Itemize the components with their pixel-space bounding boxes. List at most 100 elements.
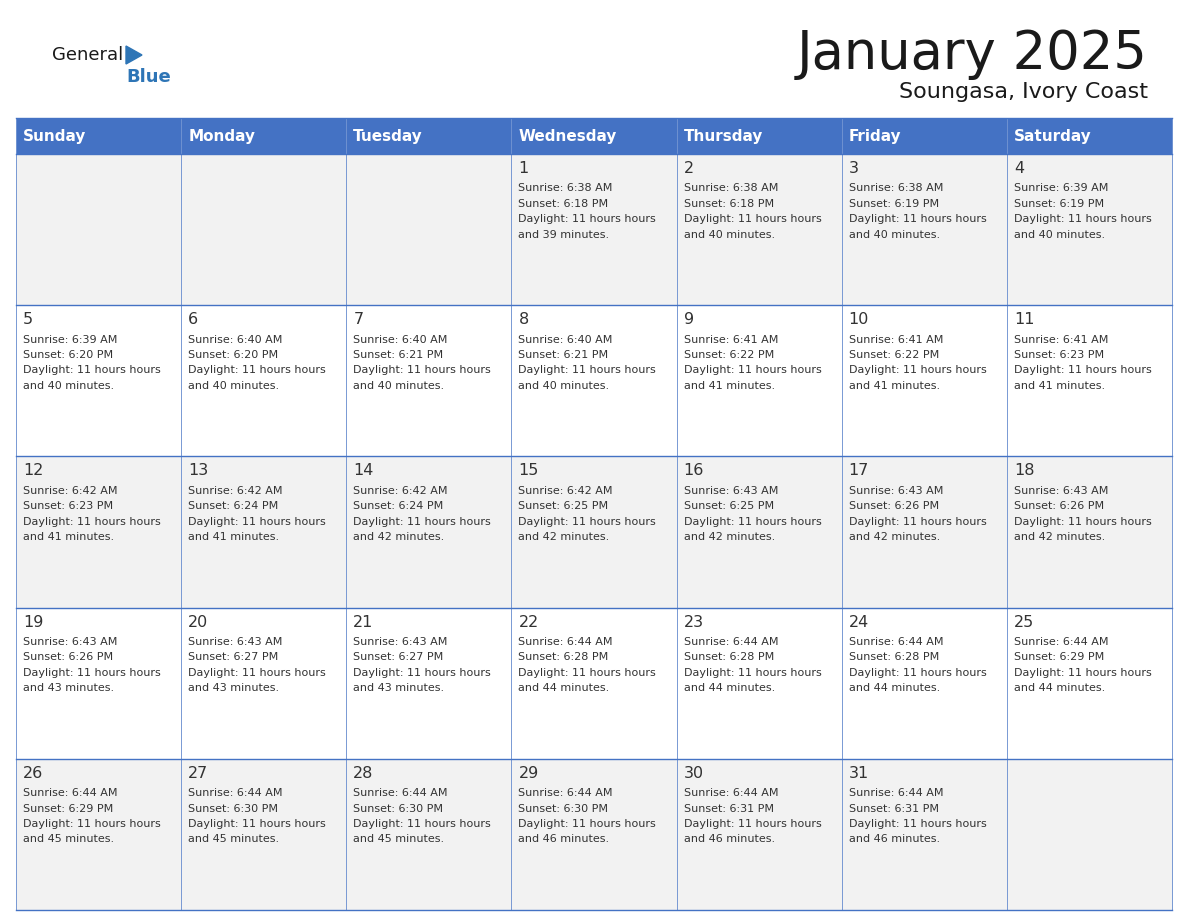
Text: 12: 12 xyxy=(23,464,44,478)
Text: Sunrise: 6:43 AM: Sunrise: 6:43 AM xyxy=(353,637,448,647)
Text: Sunrise: 6:39 AM: Sunrise: 6:39 AM xyxy=(23,334,118,344)
Text: and 41 minutes.: and 41 minutes. xyxy=(188,532,279,542)
Text: Sunset: 6:21 PM: Sunset: 6:21 PM xyxy=(353,350,443,360)
Text: and 45 minutes.: and 45 minutes. xyxy=(188,834,279,845)
Bar xyxy=(346,759,511,910)
Text: Sunset: 6:27 PM: Sunset: 6:27 PM xyxy=(353,653,443,663)
Bar xyxy=(15,608,181,759)
Bar xyxy=(15,456,181,608)
Text: Daylight: 11 hours hours: Daylight: 11 hours hours xyxy=(353,517,491,527)
Text: Sunrise: 6:44 AM: Sunrise: 6:44 AM xyxy=(518,789,613,798)
Bar xyxy=(842,305,1007,456)
Bar xyxy=(346,456,511,608)
Bar xyxy=(842,118,1007,154)
Text: Daylight: 11 hours hours: Daylight: 11 hours hours xyxy=(848,819,986,829)
Text: Sunrise: 6:39 AM: Sunrise: 6:39 AM xyxy=(1013,184,1108,194)
Text: Sunrise: 6:41 AM: Sunrise: 6:41 AM xyxy=(848,334,943,344)
Text: Sunset: 6:18 PM: Sunset: 6:18 PM xyxy=(683,199,773,208)
Text: Sunset: 6:30 PM: Sunset: 6:30 PM xyxy=(188,803,278,813)
Polygon shape xyxy=(126,46,143,64)
Text: 28: 28 xyxy=(353,766,374,781)
Text: Sunset: 6:29 PM: Sunset: 6:29 PM xyxy=(1013,653,1104,663)
Text: Daylight: 11 hours hours: Daylight: 11 hours hours xyxy=(683,517,821,527)
Text: Daylight: 11 hours hours: Daylight: 11 hours hours xyxy=(353,365,491,375)
Text: 13: 13 xyxy=(188,464,208,478)
Text: and 40 minutes.: and 40 minutes. xyxy=(848,230,940,240)
Bar xyxy=(181,154,346,305)
Text: 30: 30 xyxy=(683,766,703,781)
Text: Daylight: 11 hours hours: Daylight: 11 hours hours xyxy=(683,365,821,375)
Bar xyxy=(511,154,677,305)
Text: Sunrise: 6:40 AM: Sunrise: 6:40 AM xyxy=(188,334,283,344)
Text: Sunset: 6:26 PM: Sunset: 6:26 PM xyxy=(1013,501,1104,511)
Bar xyxy=(181,456,346,608)
Text: Sunset: 6:30 PM: Sunset: 6:30 PM xyxy=(518,803,608,813)
Text: Sunrise: 6:43 AM: Sunrise: 6:43 AM xyxy=(848,486,943,496)
Text: Sunset: 6:18 PM: Sunset: 6:18 PM xyxy=(518,199,608,208)
Text: 19: 19 xyxy=(23,614,44,630)
Text: Daylight: 11 hours hours: Daylight: 11 hours hours xyxy=(683,819,821,829)
Bar xyxy=(842,608,1007,759)
Text: Sunrise: 6:41 AM: Sunrise: 6:41 AM xyxy=(683,334,778,344)
Text: Sunrise: 6:43 AM: Sunrise: 6:43 AM xyxy=(1013,486,1108,496)
Text: Sunrise: 6:38 AM: Sunrise: 6:38 AM xyxy=(683,184,778,194)
Bar xyxy=(677,456,842,608)
Text: and 42 minutes.: and 42 minutes. xyxy=(848,532,940,542)
Text: Sunset: 6:20 PM: Sunset: 6:20 PM xyxy=(188,350,278,360)
Text: Blue: Blue xyxy=(126,68,171,86)
Bar xyxy=(346,608,511,759)
Bar xyxy=(346,305,511,456)
Bar xyxy=(1007,608,1173,759)
Text: Sunset: 6:22 PM: Sunset: 6:22 PM xyxy=(848,350,939,360)
Text: Sunrise: 6:44 AM: Sunrise: 6:44 AM xyxy=(188,789,283,798)
Text: Daylight: 11 hours hours: Daylight: 11 hours hours xyxy=(518,819,656,829)
Bar xyxy=(1007,305,1173,456)
Text: and 39 minutes.: and 39 minutes. xyxy=(518,230,609,240)
Bar xyxy=(181,305,346,456)
Bar xyxy=(511,456,677,608)
Text: Sunrise: 6:44 AM: Sunrise: 6:44 AM xyxy=(353,789,448,798)
Text: and 42 minutes.: and 42 minutes. xyxy=(518,532,609,542)
Text: Daylight: 11 hours hours: Daylight: 11 hours hours xyxy=(23,819,160,829)
Text: Friday: Friday xyxy=(848,129,902,143)
Text: Saturday: Saturday xyxy=(1013,129,1092,143)
Bar xyxy=(511,608,677,759)
Text: 31: 31 xyxy=(848,766,868,781)
Text: Tuesday: Tuesday xyxy=(353,129,423,143)
Text: 9: 9 xyxy=(683,312,694,327)
Text: and 41 minutes.: and 41 minutes. xyxy=(23,532,114,542)
Bar xyxy=(15,759,181,910)
Bar xyxy=(511,305,677,456)
Bar xyxy=(346,154,511,305)
Text: Sunrise: 6:40 AM: Sunrise: 6:40 AM xyxy=(518,334,613,344)
Text: Daylight: 11 hours hours: Daylight: 11 hours hours xyxy=(683,667,821,677)
Bar xyxy=(677,118,842,154)
Text: Daylight: 11 hours hours: Daylight: 11 hours hours xyxy=(188,365,326,375)
Text: Sunrise: 6:38 AM: Sunrise: 6:38 AM xyxy=(518,184,613,194)
Bar xyxy=(181,608,346,759)
Text: 7: 7 xyxy=(353,312,364,327)
Bar xyxy=(346,118,511,154)
Text: 17: 17 xyxy=(848,464,870,478)
Text: Daylight: 11 hours hours: Daylight: 11 hours hours xyxy=(23,667,160,677)
Bar xyxy=(677,759,842,910)
Text: and 42 minutes.: and 42 minutes. xyxy=(683,532,775,542)
Text: Thursday: Thursday xyxy=(683,129,763,143)
Bar xyxy=(15,118,181,154)
Text: 5: 5 xyxy=(23,312,33,327)
Text: and 44 minutes.: and 44 minutes. xyxy=(518,683,609,693)
Text: Sunset: 6:27 PM: Sunset: 6:27 PM xyxy=(188,653,278,663)
Text: Sunrise: 6:42 AM: Sunrise: 6:42 AM xyxy=(188,486,283,496)
Bar xyxy=(842,154,1007,305)
Text: Daylight: 11 hours hours: Daylight: 11 hours hours xyxy=(683,214,821,224)
Bar xyxy=(511,118,677,154)
Text: and 44 minutes.: and 44 minutes. xyxy=(848,683,940,693)
Text: Daylight: 11 hours hours: Daylight: 11 hours hours xyxy=(353,819,491,829)
Text: 16: 16 xyxy=(683,464,704,478)
Text: 27: 27 xyxy=(188,766,208,781)
Text: and 43 minutes.: and 43 minutes. xyxy=(353,683,444,693)
Text: Soungasa, Ivory Coast: Soungasa, Ivory Coast xyxy=(899,82,1148,102)
Text: Sunset: 6:25 PM: Sunset: 6:25 PM xyxy=(683,501,773,511)
Text: Sunrise: 6:43 AM: Sunrise: 6:43 AM xyxy=(188,637,283,647)
Text: and 46 minutes.: and 46 minutes. xyxy=(518,834,609,845)
